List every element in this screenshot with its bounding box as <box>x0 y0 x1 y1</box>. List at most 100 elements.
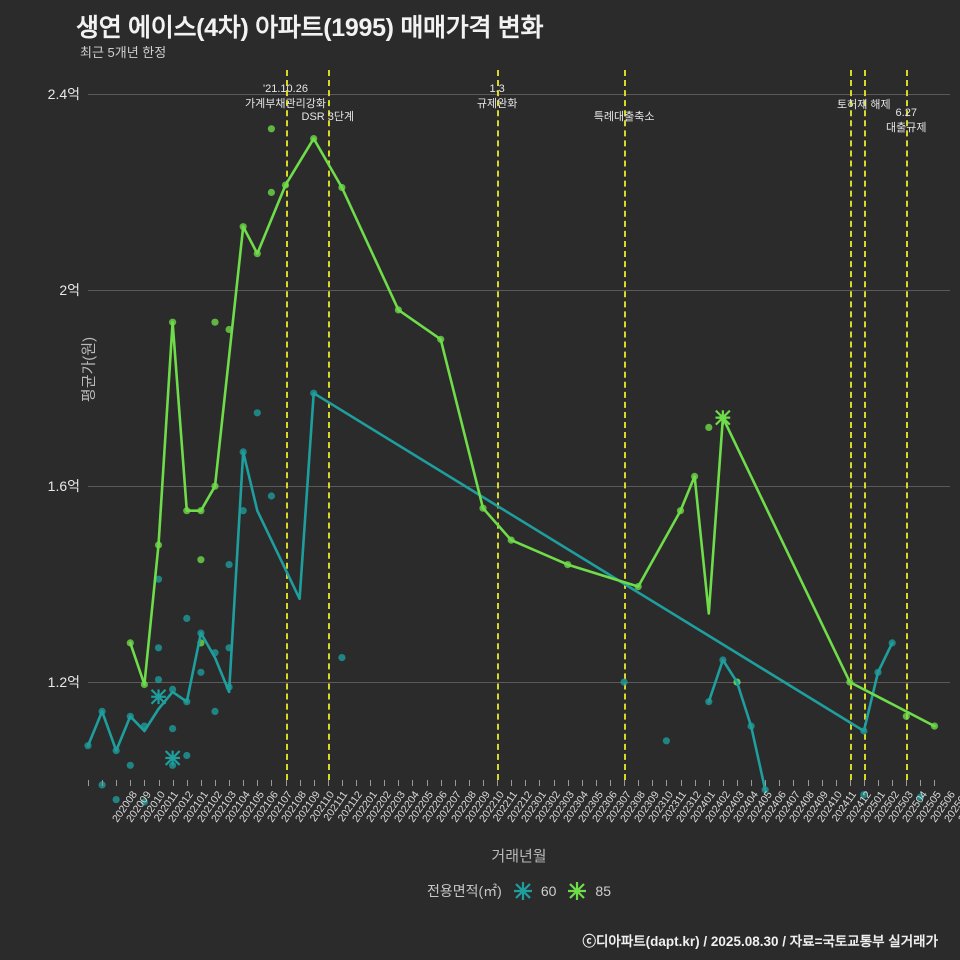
event-annotation-line: 대출규제 <box>886 121 927 134</box>
gridline <box>88 682 950 684</box>
scatter-point-60 <box>154 676 163 684</box>
x-axis-tick-mark <box>412 780 414 786</box>
x-axis-tick-mark <box>920 780 922 786</box>
page-subtitle: 최근 5개년 한정 <box>80 45 167 60</box>
page-title: 생연 에이스(4차) 아파트(1995) 매매가격 변화 <box>76 14 544 42</box>
event-annotation: '21.10.26 가계부채관리강화 <box>245 82 326 112</box>
scatter-point-60 <box>338 654 346 662</box>
x-axis-tick-mark <box>666 780 668 786</box>
x-axis-tick-mark <box>243 780 245 786</box>
series-line-60 <box>86 391 894 752</box>
event-annotation-line: 토허제 해제 <box>837 99 891 111</box>
x-axis-tick-mark <box>426 780 428 786</box>
scatter-point-60 <box>154 644 163 652</box>
legend-x-marker-icon <box>513 882 532 900</box>
legend-label: 60 <box>540 883 557 899</box>
x-axis-tick-mark <box>609 780 611 786</box>
x-axis-tick-mark <box>158 780 160 786</box>
scatter-point-60 <box>169 725 177 733</box>
event-annotation: 6.27 대출규제 <box>886 106 926 136</box>
x-axis-tick-mark <box>271 780 273 786</box>
x-axis-tick-mark <box>694 780 696 786</box>
x-axis-tick-mark <box>835 780 837 786</box>
x-marker-85 <box>715 409 731 426</box>
y-axis-tick-label: 2.4억 <box>47 86 80 103</box>
scatter-point-60 <box>183 751 191 760</box>
x-axis-tick-mark <box>525 780 527 786</box>
x-axis-tick-mark <box>327 780 329 786</box>
scatter-point-60 <box>916 793 925 801</box>
legend-label: 85 <box>595 883 611 899</box>
x-axis-tick-mark <box>680 780 682 786</box>
scatter-point-85 <box>211 318 219 326</box>
event-annotation-line: 가계부채관리강화 <box>245 97 326 110</box>
scatter-point-60 <box>860 791 868 799</box>
x-axis-tick-mark <box>370 780 372 786</box>
x-axis-label: 거래년월 <box>491 848 547 865</box>
x-axis-tick-mark <box>229 780 231 786</box>
series-line-60 <box>707 658 767 792</box>
scatter-point-60 <box>126 761 134 769</box>
x-axis-tick-mark <box>779 780 781 786</box>
event-vline <box>624 70 627 780</box>
x-axis-tick-mark <box>638 780 640 786</box>
x-axis-tick-mark <box>172 780 174 786</box>
gridline <box>88 94 950 96</box>
x-axis-tick-mark <box>751 780 753 786</box>
legend-title: 전용면적(㎡) <box>426 883 502 899</box>
x-axis-tick-mark <box>624 780 626 786</box>
x-axis-tick-mark <box>313 780 315 786</box>
x-axis-tick-mark <box>398 780 400 786</box>
gridline <box>88 486 950 488</box>
x-axis-tick-mark <box>652 780 654 786</box>
x-axis-tick-mark <box>906 780 908 786</box>
scatter-point-60 <box>662 737 671 745</box>
x-axis-tick-mark <box>341 780 343 786</box>
event-vline <box>863 70 866 780</box>
x-axis-tick-mark <box>736 780 738 786</box>
y-axis-tick-label: 2억 <box>59 282 80 299</box>
x-axis-tick-mark <box>553 780 555 786</box>
y-axis-tick-label: 1.2억 <box>47 674 80 691</box>
x-marker-60 <box>150 688 167 705</box>
legend-item-60[interactable]: 60 <box>512 880 557 902</box>
event-annotation-line: 특례대출축소 <box>593 111 655 123</box>
plot-area: 평균가(원) 거래년월 1.2억 1.6억 2억 2.4억 '21.10.26 가계부채… <box>48 70 960 900</box>
scatter-point-85 <box>267 188 275 196</box>
scatter-point-85 <box>902 712 910 720</box>
event-annotation-line: 6.27 <box>895 107 917 119</box>
legend-x-marker-icon <box>568 882 587 900</box>
event-annotation: DSR 3단계 <box>302 110 355 125</box>
event-vline <box>497 70 500 780</box>
event-vline <box>906 70 909 780</box>
x-axis-tick-mark <box>807 780 809 786</box>
x-axis-tick-mark <box>722 780 724 786</box>
event-annotation-line: 규제완화 <box>476 97 518 110</box>
x-axis-tick-mark <box>285 780 287 786</box>
x-axis-tick-mark <box>186 780 188 786</box>
x-axis-tick-mark <box>765 780 767 786</box>
event-annotation-line: '21.10.26 <box>263 83 308 95</box>
x-axis-tick-mark <box>539 780 541 786</box>
x-axis-tick-mark <box>257 780 259 786</box>
legend-item-85[interactable]: 85 <box>566 880 611 902</box>
event-vline <box>285 70 288 780</box>
event-annotation: 토허제 해제 <box>837 98 891 113</box>
event-vline <box>849 70 852 780</box>
x-axis-tick-mark <box>116 780 118 786</box>
x-axis-tick-mark <box>581 780 583 786</box>
x-axis-tick-mark <box>849 780 851 786</box>
x-axis-tick-mark <box>708 780 710 786</box>
scatter-point-60 <box>140 798 148 806</box>
x-marker-60 <box>164 750 181 766</box>
x-axis-tick-mark <box>214 780 216 786</box>
scatter-point-85 <box>705 423 713 431</box>
event-vline <box>327 70 330 780</box>
x-axis-tick-mark <box>468 780 470 786</box>
series-layer <box>84 125 939 806</box>
x-axis-tick-mark <box>863 780 865 786</box>
x-axis-tick-mark <box>454 780 456 786</box>
scatter-point-60 <box>112 796 120 804</box>
x-axis-tick-mark <box>567 780 569 786</box>
